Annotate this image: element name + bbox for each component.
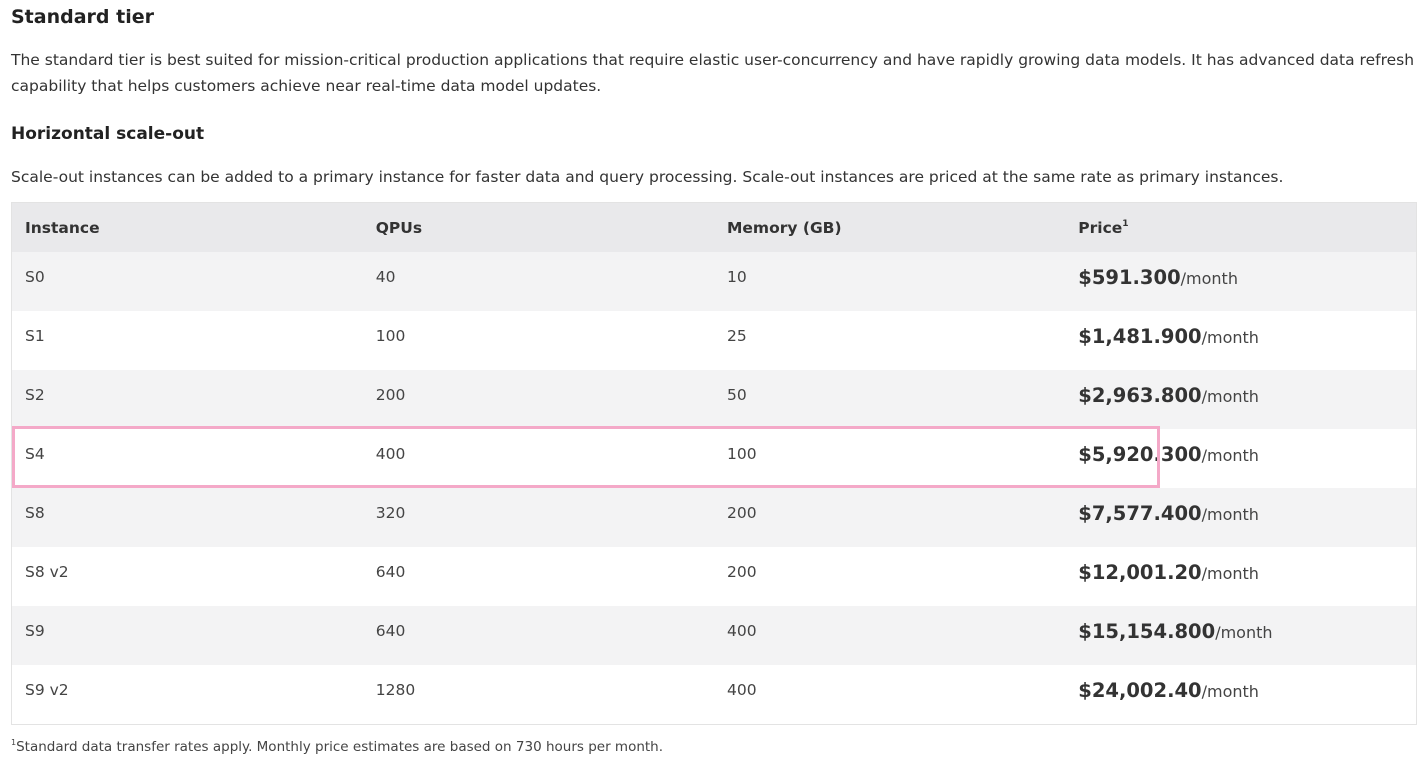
table-cell: 200 [375, 386, 406, 404]
price-unit: /month [1215, 623, 1273, 642]
section-description: Scale-out instances can be added to a pr… [11, 168, 1284, 186]
header-row: Instance QPUs Memory (GB) Price1 [11, 202, 1417, 252]
price-unit: /month [1201, 682, 1259, 701]
table-cell: S2 [25, 386, 45, 404]
table-cell: S9 [25, 622, 45, 640]
table-cell: 25 [727, 327, 747, 345]
price-unit: /month [1201, 505, 1259, 524]
table-cell: 200 [727, 563, 757, 581]
table-cell: 100 [375, 327, 406, 345]
table-cell: 320 [375, 504, 406, 522]
price-cell: $12,001.20/month [1065, 547, 1416, 606]
table-cell: 40 [375, 268, 396, 286]
table-cell: S0 [25, 268, 45, 286]
table-row: S2 200 50 $2,963.800/month [11, 370, 1417, 429]
table-row: S0 40 10 $591.300/month [11, 252, 1417, 311]
price-cell: $1,481.900/month [1065, 311, 1416, 370]
price-cell: $15,154.800/month [1065, 606, 1416, 665]
table-cell: 1280 [375, 681, 416, 699]
price-unit: /month [1201, 446, 1259, 465]
price-cell: $7,577.400/month [1065, 488, 1416, 547]
price: $7,577.400 [1078, 502, 1202, 525]
column-header-text: Memory (GB) [727, 218, 842, 237]
table-row: S1 100 25 $1,481.900/month [11, 311, 1417, 370]
footnote-marker: 1 [11, 738, 17, 747]
table-row: S8 320 200 $7,577.400/month [11, 488, 1417, 547]
footnote: 1Standard data transfer rates apply. Mon… [11, 738, 663, 755]
price-unit: /month [1201, 564, 1259, 583]
footnote-text: Standard data transfer rates apply. Mont… [16, 739, 664, 755]
price: $2,963.800 [1078, 384, 1202, 407]
description: The standard tier is best suited for mis… [11, 51, 1415, 95]
price: $1,481.900 [1078, 325, 1202, 348]
table-cell: 640 [375, 563, 406, 581]
price-unit: /month [1180, 269, 1238, 288]
column-header-text: QPUs [375, 218, 423, 237]
pricing-table: Instance QPUs Memory (GB) Price1 S0 40 10 $591… [11, 202, 1417, 725]
column-header: Price1 [1065, 202, 1417, 252]
price: $15,154.800 [1078, 620, 1216, 643]
table-row: S9 640 400 $15,154.800/month [11, 606, 1417, 665]
column-header-text: Instance [25, 218, 100, 237]
note-marker: 1 [1122, 218, 1129, 229]
column-header-text: Price [1078, 218, 1123, 237]
column-header: QPUs [362, 202, 714, 252]
table-cell: S4 [25, 445, 45, 463]
table-cell: 400 [727, 681, 757, 699]
price-cell: $591.300/month [1065, 252, 1416, 311]
price: $24,002.40 [1078, 679, 1202, 702]
column-header: Memory (GB) [714, 202, 1066, 252]
price-unit: /month [1201, 387, 1259, 406]
table-row: S4 400 100 $5,920.300/month [11, 429, 1417, 488]
table-cell: 400 [727, 622, 757, 640]
table-cell: 400 [375, 445, 406, 463]
table-row: S9 v2 1280 400 $24,002.40/month [11, 665, 1417, 724]
price-unit: /month [1201, 328, 1259, 347]
table-row: S8 v2 640 200 $12,001.20/month [11, 547, 1417, 606]
price-cell: $24,002.40/month [1065, 665, 1416, 724]
table-cell: S8 [25, 504, 45, 522]
price: $591.300 [1078, 266, 1181, 289]
table-cell: 50 [727, 386, 747, 404]
table-cell: S9 v2 [25, 681, 69, 699]
table-cell: S1 [25, 327, 45, 345]
price-cell: $5,920.300/month [1065, 429, 1416, 488]
price-cell: $2,963.800/month [1065, 370, 1416, 429]
table-cell: S8 v2 [25, 563, 69, 581]
table-cell: 10 [727, 268, 747, 286]
page-title: Standard tier [11, 6, 154, 28]
table-body: S0 40 10 $591.300/month S1 100 25 $1,481.900/mo… [11, 252, 1417, 724]
price: $5,920.300 [1078, 443, 1202, 466]
table-cell: 200 [727, 504, 757, 522]
table-cell: 100 [727, 445, 757, 463]
table-cell: 640 [375, 622, 406, 640]
price: $12,001.20 [1078, 561, 1202, 584]
section-title: Horizontal scale-out [11, 124, 205, 144]
column-header: Instance [11, 202, 363, 252]
